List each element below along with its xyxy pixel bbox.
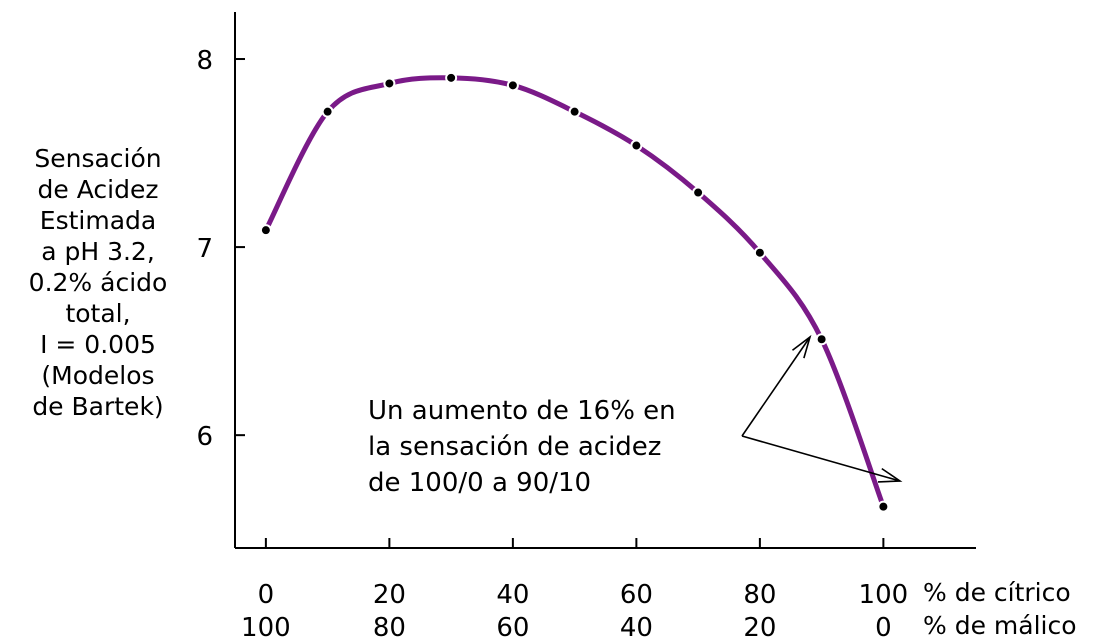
data-point [568,105,581,118]
x2-tick-label: 0 [875,613,892,643]
data-point [877,500,890,513]
x2-tick-label: 20 [743,613,776,643]
annotation-arrow-head [791,334,812,359]
data-point [445,71,458,84]
annotation-arrows [741,334,903,483]
x-tick-label: 0 [258,580,275,610]
x-tick-label: 100 [859,580,909,610]
annotation-arrow-line [741,336,811,437]
x2-axis-label: % de málico [923,611,1077,640]
y-axis-label-line: Sensación [34,144,162,173]
y-axis-label-line: Estimada [39,206,157,235]
annotation-arrow-head [877,467,903,483]
data-point [815,333,828,346]
data-point [753,246,766,259]
y-axis-label-line: de Acidez [37,175,159,204]
annotation-line: Un aumento de 16% en [368,396,676,426]
data-points [259,71,890,513]
x2-tick-label: 100 [241,613,291,643]
series-line [263,75,886,510]
x-axis-label: % de cítrico [923,578,1071,607]
data-point [630,139,643,152]
y-tick-label: 6 [196,422,213,452]
y-axis-label-line: de Bartek) [32,392,164,421]
x2-tick-label: 80 [373,613,406,643]
axes [234,12,976,549]
annotation-arrow-line [741,435,901,482]
series-curve [263,75,886,510]
y-axis-label-line: (Modelos [41,361,155,390]
x-tick-label: 20 [373,580,406,610]
y-tick-labels: 6 7 8 [196,46,213,452]
y-axis-label-line: a pH 3.2, [41,237,155,266]
y-tick-label: 8 [196,46,213,76]
x-tick-label: 80 [743,580,776,610]
y-axis-label-line: I = 0.005 [40,330,156,359]
x2-tick-labels: 100 80 60 40 20 0 [241,613,892,643]
y-tick-label: 7 [196,234,213,264]
y-axis-label: Sensación de Acidez Estimada a pH 3.2, 0… [0,143,196,422]
x-tick-label: 60 [620,580,653,610]
data-point [506,79,519,92]
annotation-line: de 100/0 a 90/10 [368,468,592,498]
x2-tick-label: 60 [496,613,529,643]
y-axis-label-line: 0.2% ácido [28,268,168,297]
annotation: Un aumento de 16% en la sensación de aci… [368,393,676,501]
y-axis-label-line: total, [65,299,131,328]
annotation-line: la sensación de acidez [368,432,662,462]
data-point [692,186,705,199]
x-tick-label: 40 [496,580,529,610]
x2-tick-label: 40 [620,613,653,643]
data-point [259,224,272,237]
data-point [383,77,396,90]
x-tick-labels: 0 20 40 60 80 100 [258,580,909,610]
data-point [321,105,334,118]
